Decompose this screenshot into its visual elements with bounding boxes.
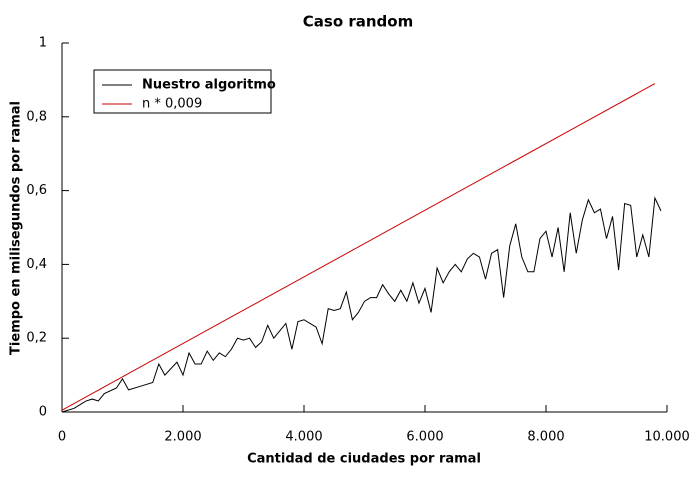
legend-label: n * 0,009 xyxy=(142,97,202,112)
x-tick-label: 4.000 xyxy=(285,430,322,445)
y-tick-label: 0,2 xyxy=(26,331,47,346)
series-line xyxy=(61,196,662,413)
x-tick-label: 8.000 xyxy=(527,430,564,445)
legend-label: Nuestro algoritmo xyxy=(142,78,276,93)
legend-box xyxy=(93,69,272,114)
x-tick-label: 10.000 xyxy=(644,430,690,445)
y-tick-label: 0,6 xyxy=(26,183,47,198)
y-tick-label: 1 xyxy=(39,36,47,51)
y-axis-label: Tiempo en milisegundos por ramal xyxy=(9,101,24,355)
y-tick-label: 0 xyxy=(39,405,47,420)
chart-title: Caso random xyxy=(303,13,413,31)
series-line xyxy=(61,83,656,411)
x-tick-label: 6.000 xyxy=(406,430,443,445)
y-tick-label: 0,8 xyxy=(26,109,47,124)
y-tick-label: 0,4 xyxy=(26,257,47,272)
x-axis-label: Cantidad de ciudades por ramal xyxy=(247,452,481,467)
x-tick-label: 2.000 xyxy=(164,430,201,445)
x-tick-label: 0 xyxy=(58,430,66,445)
